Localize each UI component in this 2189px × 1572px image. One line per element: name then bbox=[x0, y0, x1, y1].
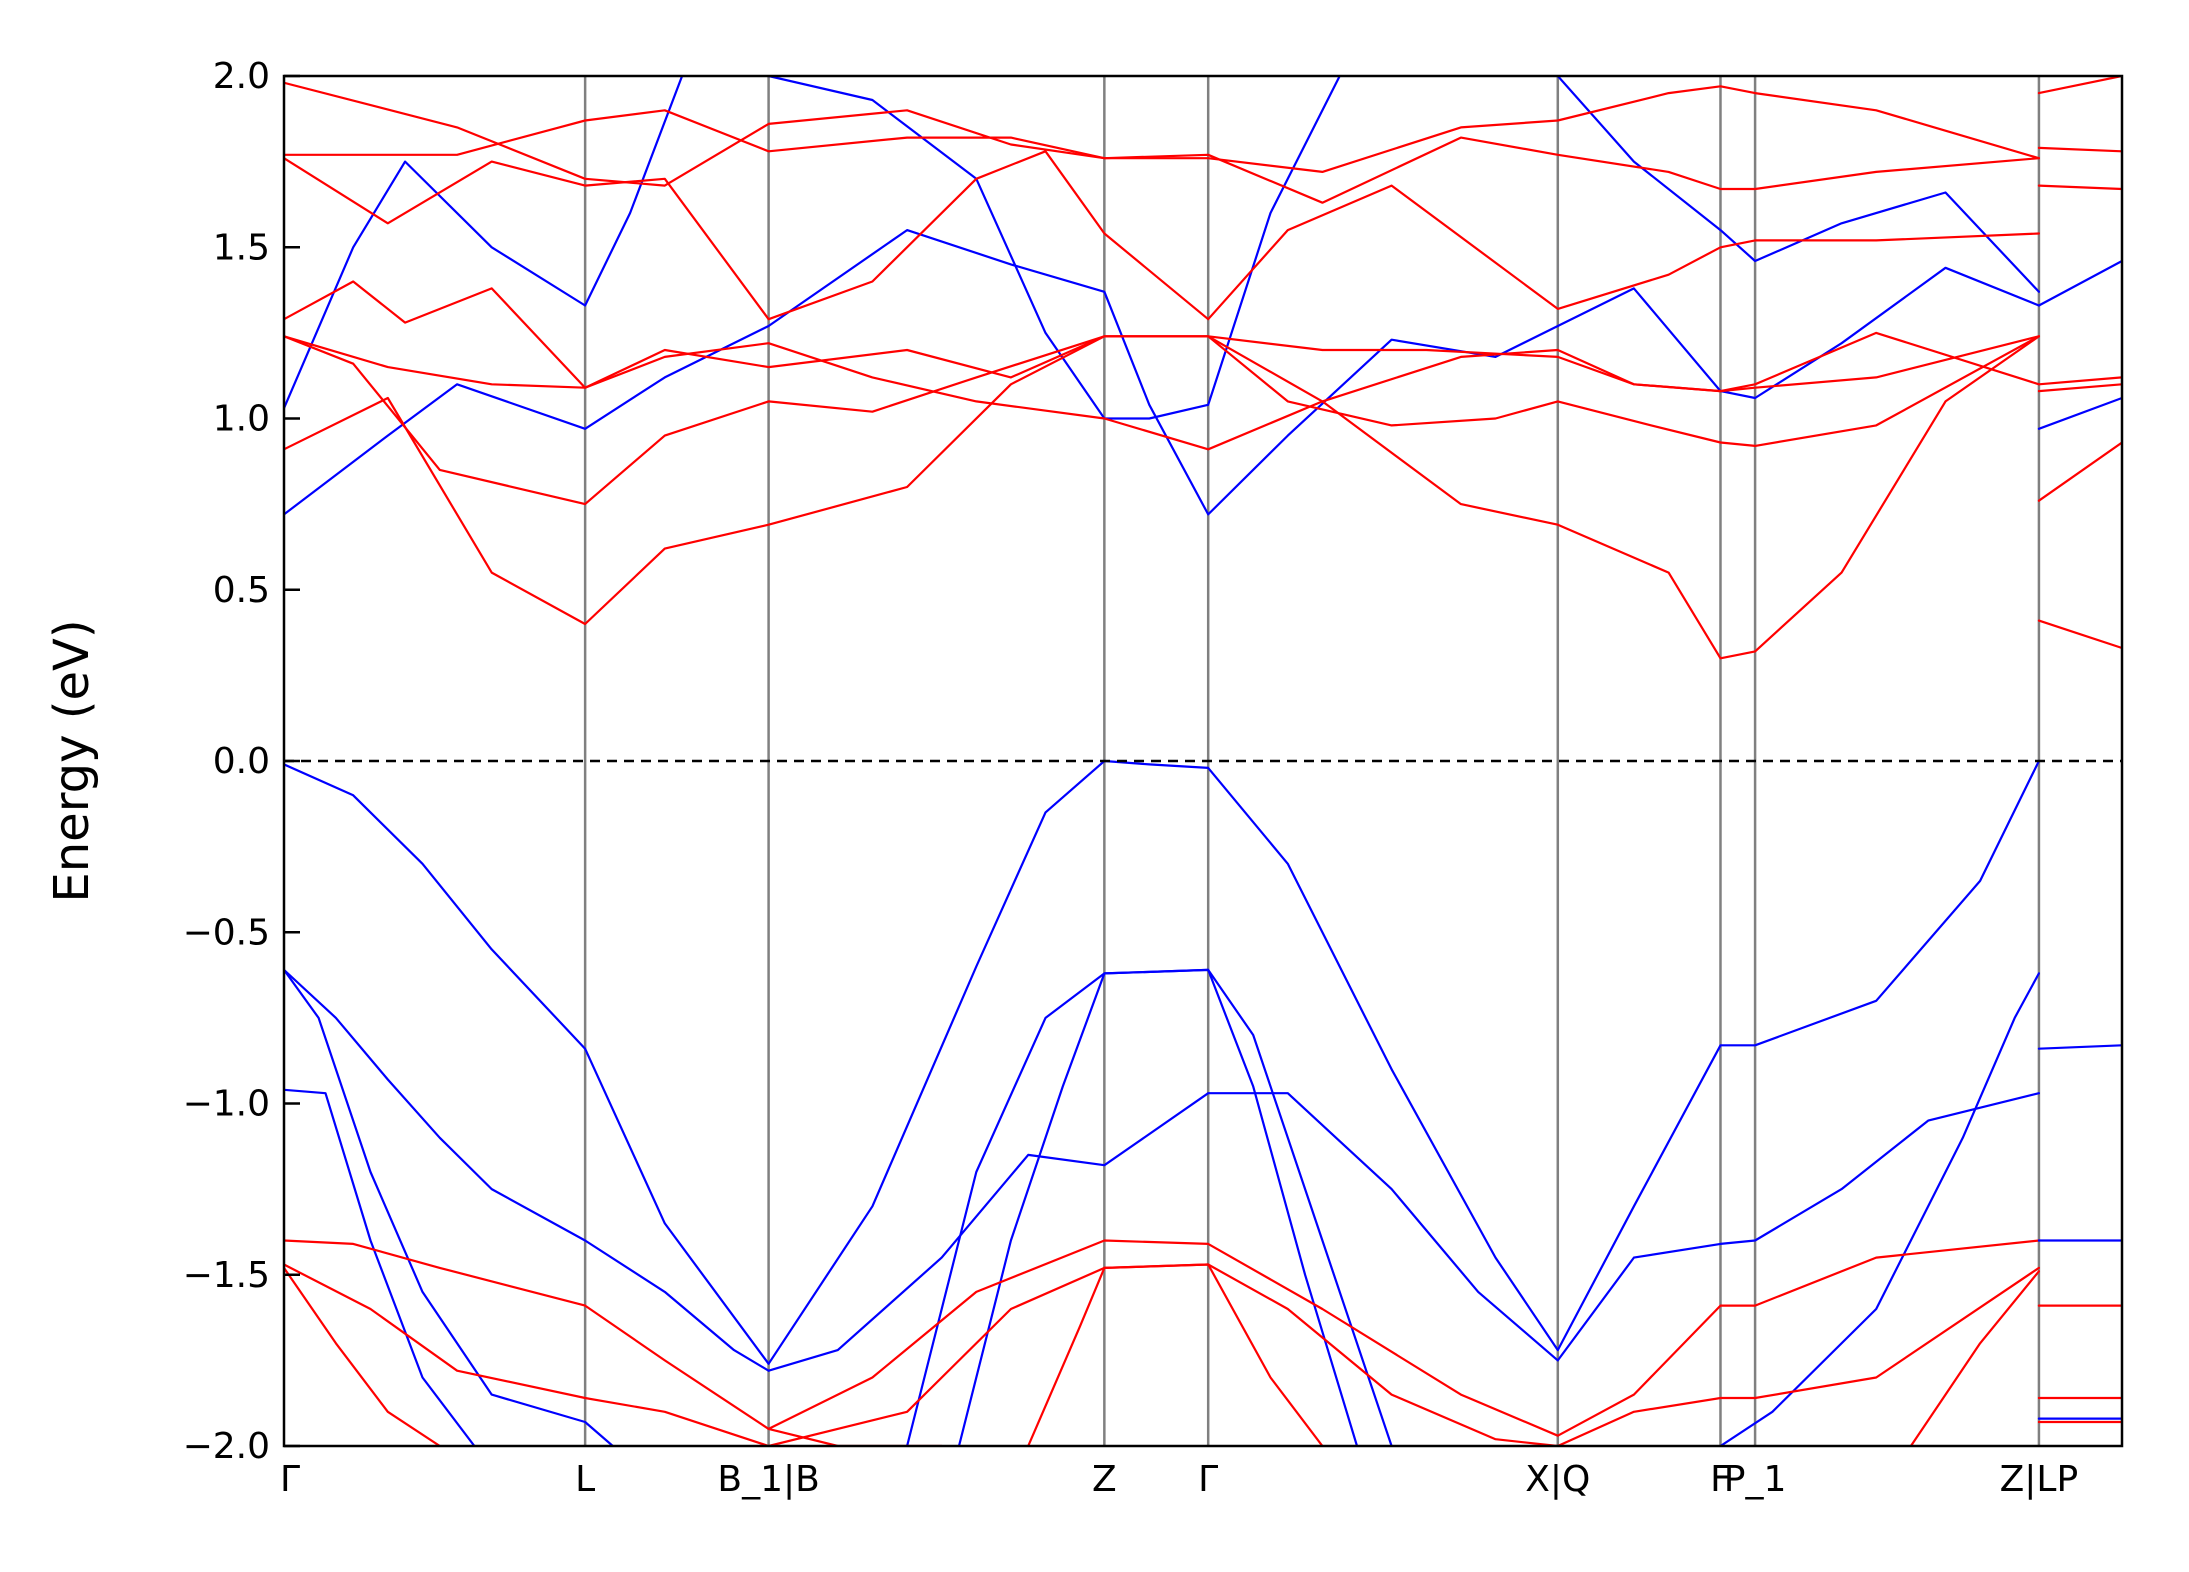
y-axis-ticks: 2.0 1.5 1.0 0.5 0.0 −0.5 −1.0 −1.5 −2.0 bbox=[183, 56, 300, 1467]
band-line-13 bbox=[284, 335, 2041, 506]
y-tick-label: −1.5 bbox=[183, 1255, 270, 1296]
band-line-7 bbox=[1719, 972, 2041, 1446]
y-tick-label: −0.5 bbox=[183, 912, 270, 953]
band-line-4 bbox=[284, 1088, 476, 1446]
band-line-21 bbox=[284, 1263, 1559, 1446]
kpoint-label: Γ bbox=[280, 1459, 300, 1500]
band-line-31 bbox=[2037, 619, 2122, 650]
band-line-17 bbox=[284, 109, 2041, 204]
y-axis-label: Energy (eV) bbox=[44, 619, 100, 902]
y-tick-label: −2.0 bbox=[183, 1426, 270, 1467]
kpoint-label: B_1|B bbox=[717, 1459, 819, 1500]
band-line-33 bbox=[2037, 383, 2122, 393]
band-line-10 bbox=[767, 76, 1341, 420]
band-line-22 bbox=[1556, 1266, 2041, 1446]
y-tick-label: −1.0 bbox=[183, 1084, 270, 1125]
band-line-0 bbox=[284, 759, 2041, 1365]
band-line-15 bbox=[284, 280, 2041, 451]
y-tick-label: 1.5 bbox=[213, 227, 270, 268]
band-line-5 bbox=[905, 968, 1393, 1446]
kpoint-label: P_1 bbox=[1724, 1459, 1787, 1500]
x-axis-ticks: Γ L B_1|B Z Γ X|Q FP_1 Z|LP bbox=[280, 1459, 2078, 1500]
y-tick-label: 1.0 bbox=[213, 399, 270, 440]
kpoint-label: Γ bbox=[1198, 1459, 1218, 1500]
band-line-25 bbox=[1909, 1270, 2041, 1446]
kpoint-label: Z|LP bbox=[2000, 1459, 2079, 1500]
band-line-26 bbox=[2037, 1044, 2122, 1050]
y-tick-label: 0.0 bbox=[213, 741, 270, 782]
band-line-37 bbox=[2037, 76, 2122, 95]
band-line-8 bbox=[284, 229, 2041, 516]
band-line-3 bbox=[284, 968, 614, 1446]
band-line-30 bbox=[2037, 259, 2122, 307]
band-line-35 bbox=[2037, 184, 2122, 191]
kpoint-label: L bbox=[575, 1459, 595, 1500]
band-line-2 bbox=[767, 1092, 2041, 1372]
band-line-32 bbox=[2037, 441, 2122, 502]
band-line-29 bbox=[2037, 396, 2122, 430]
kpoint-label: Z bbox=[1092, 1459, 1117, 1500]
band-line-14 bbox=[284, 335, 2041, 393]
band-line-1 bbox=[284, 968, 770, 1372]
band-line-18 bbox=[284, 81, 2041, 187]
band-line-34 bbox=[2037, 376, 2122, 386]
band-line-24 bbox=[1027, 1263, 1324, 1446]
kpoint-label: F bbox=[1710, 1459, 1731, 1500]
band-line-20 bbox=[767, 1239, 2041, 1437]
band-line-23 bbox=[284, 1266, 441, 1446]
y-tick-label: 0.5 bbox=[213, 570, 270, 611]
band-series bbox=[284, 76, 2122, 1446]
band-line-6 bbox=[957, 968, 1359, 1446]
band-line-16 bbox=[284, 150, 2041, 321]
band-line-9 bbox=[284, 76, 684, 410]
band-line-11 bbox=[1556, 76, 2041, 293]
y-tick-label: 2.0 bbox=[213, 56, 270, 97]
band-line-36 bbox=[2037, 146, 2122, 153]
kpoint-label: X|Q bbox=[1525, 1459, 1590, 1500]
band-line-19 bbox=[284, 1239, 943, 1446]
